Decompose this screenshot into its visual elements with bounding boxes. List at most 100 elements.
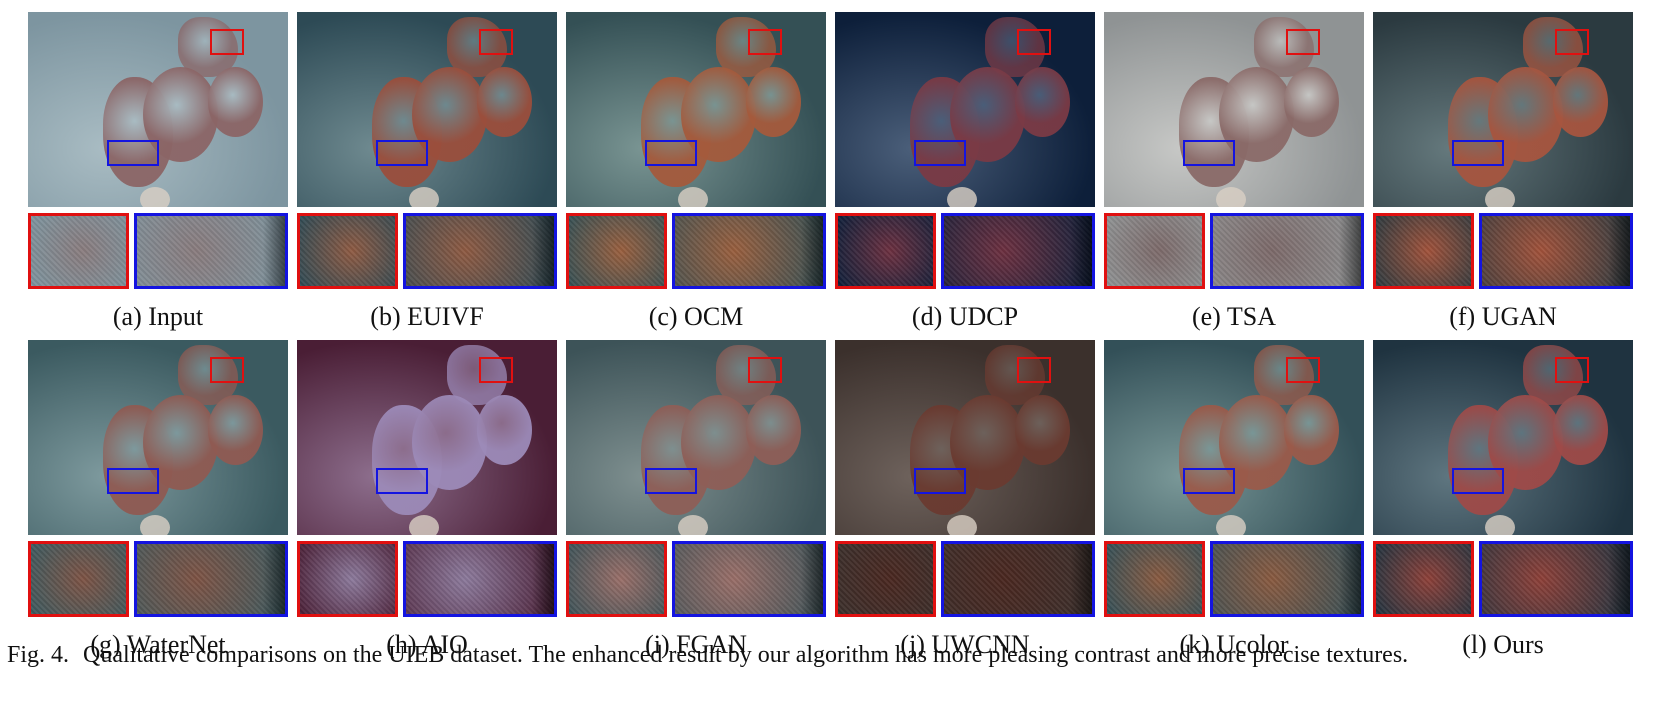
panel-waternet: (g) WaterNet: [28, 340, 288, 660]
red-zoom-patch: [835, 213, 936, 289]
panel-label: (h) AIO: [297, 630, 557, 660]
figure-number: Fig. 4.: [7, 642, 70, 668]
blue-zoom-patch: [672, 541, 826, 617]
blue-zoom-patch: [672, 213, 826, 289]
red-region-box: [479, 29, 513, 55]
red-zoom-patch: [297, 213, 398, 289]
panel-letter: (h): [386, 630, 417, 659]
panel-label: (j) UWCNN: [835, 630, 1095, 660]
panel-aio: (h) AIO: [297, 340, 557, 660]
red-zoom-patch: [835, 541, 936, 617]
panel-tsa: (e) TSA: [1104, 12, 1364, 332]
blue-zoom-patch: [1479, 213, 1633, 289]
panel-udcp: (d) UDCP: [835, 12, 1095, 332]
blue-zoom-patch: [134, 541, 288, 617]
method-name: OCM: [684, 302, 744, 331]
zoom-patches: [28, 213, 288, 289]
blue-region-box: [645, 140, 697, 166]
panel-ugan: (f) UGAN: [1373, 12, 1633, 332]
red-region-box: [1286, 29, 1320, 55]
panel-letter: (f): [1449, 302, 1476, 331]
underwater-image: [566, 12, 826, 207]
figure-grid: (a) Input (b) EUIVF: [28, 12, 1633, 668]
red-region-box: [1555, 357, 1589, 383]
blue-zoom-patch: [403, 541, 557, 617]
red-zoom-patch: [28, 213, 129, 289]
method-name: Ours: [1493, 630, 1544, 659]
blue-zoom-patch: [941, 213, 1095, 289]
red-zoom-patch: [1373, 213, 1474, 289]
panel-input: (a) Input: [28, 12, 288, 332]
blue-region-box: [1452, 140, 1504, 166]
red-zoom-patch: [1373, 541, 1474, 617]
blue-region-box: [376, 140, 428, 166]
zoom-patches: [566, 213, 826, 289]
red-region-box: [748, 29, 782, 55]
red-region-box: [1286, 357, 1320, 383]
red-zoom-patch: [1104, 541, 1205, 617]
underwater-image: [1373, 12, 1633, 207]
underwater-image: [1373, 340, 1633, 535]
blue-region-box: [645, 468, 697, 494]
panel-label: (g) WaterNet: [28, 630, 288, 660]
panel-letter: (l): [1462, 630, 1487, 659]
method-name: WaterNet: [126, 630, 226, 659]
method-name: FGAN: [676, 630, 747, 659]
panel-ocm: (c) OCM: [566, 12, 826, 332]
blue-zoom-patch: [403, 213, 557, 289]
panel-uwcnn: (j) UWCNN: [835, 340, 1095, 660]
underwater-image: [835, 12, 1095, 207]
blue-region-box: [1183, 140, 1235, 166]
panel-letter: (e): [1191, 302, 1221, 331]
blue-region-box: [107, 140, 159, 166]
zoom-patches: [835, 541, 1095, 617]
method-name: Input: [148, 302, 204, 331]
panel-letter: (a): [112, 302, 142, 331]
red-region-box: [479, 357, 513, 383]
underwater-image: [297, 12, 557, 207]
panel-letter: (k): [1179, 630, 1210, 659]
blue-zoom-patch: [1210, 541, 1364, 617]
panel-label: (f) UGAN: [1373, 302, 1633, 332]
blue-region-box: [376, 468, 428, 494]
zoom-patches: [297, 213, 557, 289]
panel-ucolor: (k) Ucolor: [1104, 340, 1364, 660]
zoom-patches: [566, 541, 826, 617]
red-zoom-patch: [1104, 213, 1205, 289]
panel-fgan: (i) FGAN: [566, 340, 826, 660]
blue-region-box: [1183, 468, 1235, 494]
red-region-box: [1555, 29, 1589, 55]
method-name: UDCP: [948, 302, 1019, 331]
zoom-patches: [1104, 541, 1364, 617]
method-name: UGAN: [1481, 302, 1557, 331]
panel-letter: (g): [90, 630, 121, 659]
panel-label: (k) Ucolor: [1104, 630, 1364, 660]
zoom-patches: [28, 541, 288, 617]
underwater-image: [28, 340, 288, 535]
red-zoom-patch: [566, 213, 667, 289]
panel-letter: (b): [370, 302, 401, 331]
red-zoom-patch: [566, 541, 667, 617]
red-zoom-patch: [28, 541, 129, 617]
method-name: Ucolor: [1216, 630, 1289, 659]
red-zoom-patch: [297, 541, 398, 617]
underwater-image: [1104, 12, 1364, 207]
red-region-box: [210, 357, 244, 383]
underwater-image: [297, 340, 557, 535]
method-name: TSA: [1226, 302, 1276, 331]
underwater-image: [28, 12, 288, 207]
panel-label: (i) FGAN: [566, 630, 826, 660]
panel-letter: (j): [900, 630, 925, 659]
figure-row-bottom: (g) WaterNet (h) AIO: [28, 340, 1633, 660]
blue-zoom-patch: [134, 213, 288, 289]
blue-region-box: [914, 468, 966, 494]
zoom-patches: [297, 541, 557, 617]
blue-zoom-patch: [941, 541, 1095, 617]
zoom-patches: [1373, 541, 1633, 617]
red-region-box: [748, 357, 782, 383]
figure-row-top: (a) Input (b) EUIVF: [28, 12, 1633, 332]
underwater-image: [835, 340, 1095, 535]
panel-label: (d) UDCP: [835, 302, 1095, 332]
panel-euivf: (b) EUIVF: [297, 12, 557, 332]
underwater-image: [566, 340, 826, 535]
